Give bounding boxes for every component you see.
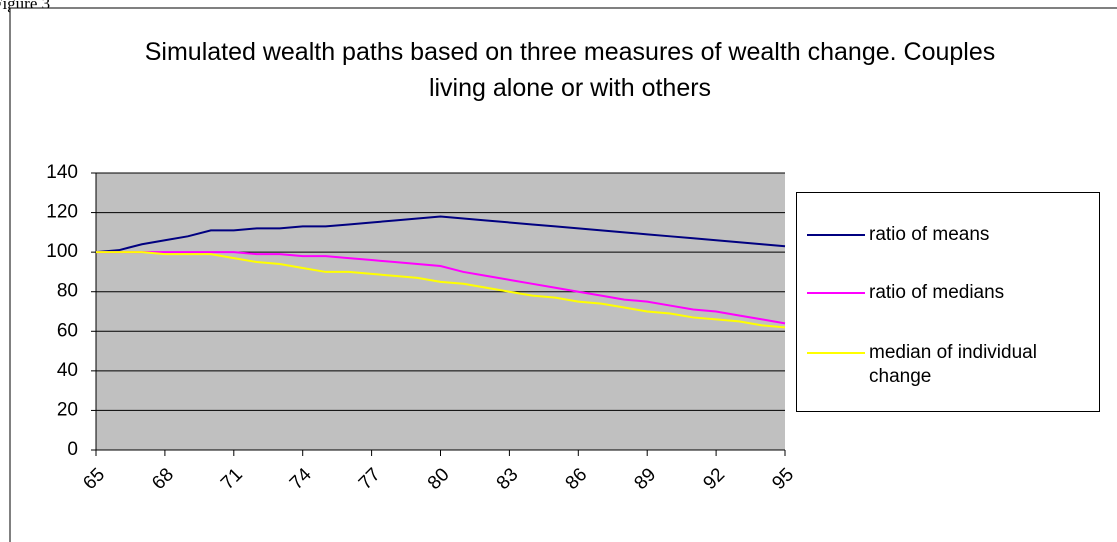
- y-tick-label: 100: [46, 241, 78, 262]
- legend-swatch: [807, 292, 865, 294]
- legend-swatch: [807, 234, 865, 236]
- y-tick-label: 0: [67, 439, 78, 460]
- chart-title: Simulated wealth paths based on three me…: [144, 38, 996, 102]
- legend-label: ratio of medians: [869, 282, 1005, 303]
- y-tick-label: 20: [57, 399, 78, 420]
- legend-swatch: [807, 352, 865, 354]
- y-tick-label: 120: [46, 202, 78, 223]
- series-line: [95, 215, 786, 254]
- y-tick-label: 80: [57, 281, 78, 302]
- legend-item: median of individual change: [807, 341, 1069, 389]
- legend-item: ratio of medians: [807, 281, 1069, 305]
- legend-label: median of individual change: [869, 342, 1037, 387]
- plot-area: [96, 173, 785, 450]
- legend-label: ratio of means: [869, 224, 990, 245]
- y-tick-label: 60: [57, 320, 78, 341]
- y-tick-label: 140: [46, 162, 78, 183]
- legend-item: ratio of means: [807, 223, 1069, 247]
- legend: ratio of means ratio of medians median of …: [796, 192, 1100, 412]
- series-line: [96, 251, 786, 325]
- series-line: [96, 251, 786, 329]
- y-tick-label: 40: [57, 360, 78, 381]
